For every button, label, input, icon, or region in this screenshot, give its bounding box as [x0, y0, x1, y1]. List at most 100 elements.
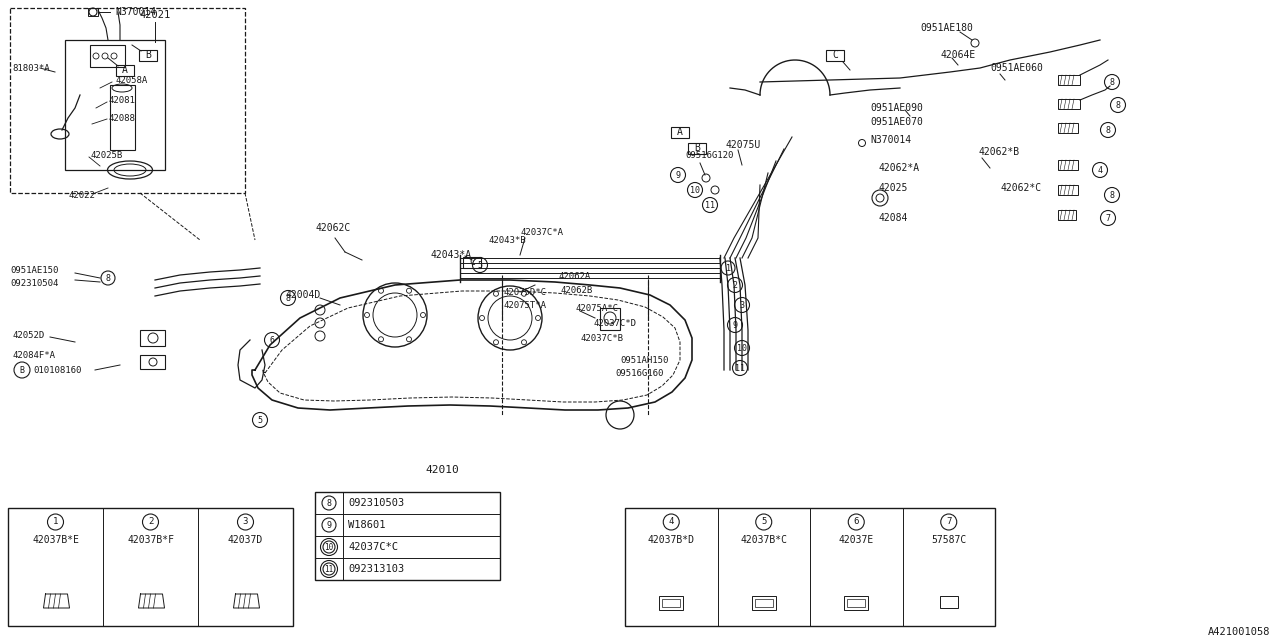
Text: 8: 8 [105, 273, 110, 282]
Text: 42062A: 42062A [558, 271, 590, 280]
Text: B: B [694, 143, 700, 153]
Text: 11: 11 [705, 200, 716, 209]
Text: B: B [19, 365, 24, 374]
Bar [1059, 160, 1078, 170]
Text: 42081: 42081 [108, 95, 134, 104]
Text: 42037C*A: 42037C*A [520, 227, 563, 237]
Text: 2: 2 [732, 280, 737, 289]
Bar [1059, 75, 1080, 85]
Text: 9: 9 [732, 321, 737, 330]
Text: 42022: 42022 [68, 191, 95, 200]
Text: N370014: N370014 [115, 7, 156, 17]
Text: 9: 9 [326, 520, 332, 529]
Text: 42062C: 42062C [315, 223, 351, 233]
Text: C: C [468, 257, 475, 267]
Text: 42075A*C: 42075A*C [575, 303, 618, 312]
Text: 42037B*D: 42037B*D [648, 535, 695, 545]
Bar [110, 85, 134, 150]
Text: 7: 7 [946, 518, 951, 527]
Text: 4: 4 [1097, 166, 1102, 175]
Text: 5: 5 [762, 518, 767, 527]
Bar [10, 8, 244, 193]
Text: 9: 9 [676, 170, 681, 179]
Text: 42084: 42084 [878, 213, 908, 223]
Text: 42037E: 42037E [838, 535, 874, 545]
Text: 3: 3 [740, 301, 745, 310]
Text: C: C [832, 50, 838, 60]
Text: 6: 6 [854, 518, 859, 527]
Text: 092310504: 092310504 [10, 278, 59, 287]
Bar [1059, 210, 1076, 220]
Text: 42037C*D: 42037C*D [593, 319, 636, 328]
Bar [625, 508, 995, 626]
Bar [600, 308, 620, 330]
Bar [847, 599, 865, 607]
Text: 6: 6 [270, 335, 274, 344]
Text: 42025: 42025 [878, 183, 908, 193]
Bar [140, 355, 165, 369]
Text: 42037B*E: 42037B*E [32, 535, 79, 545]
Bar [1059, 123, 1078, 133]
Text: 09516G120: 09516G120 [685, 150, 733, 159]
Bar [88, 8, 99, 16]
Text: 0951AE180: 0951AE180 [920, 23, 973, 33]
Bar [65, 40, 165, 170]
Text: 1: 1 [52, 518, 58, 527]
Text: 0951AE060: 0951AE060 [989, 63, 1043, 73]
Bar [845, 596, 868, 610]
Text: 7: 7 [1106, 214, 1111, 223]
Text: 42075U: 42075U [724, 140, 760, 150]
Text: 4: 4 [668, 518, 675, 527]
Text: 2: 2 [147, 518, 154, 527]
Text: B: B [145, 50, 151, 60]
Text: 092310503: 092310503 [348, 498, 404, 508]
Bar [662, 599, 680, 607]
Text: 5: 5 [477, 260, 483, 269]
Text: A421001058: A421001058 [1207, 627, 1270, 637]
Bar [940, 596, 957, 608]
Bar [751, 596, 776, 610]
Bar [755, 599, 773, 607]
Text: 57587C: 57587C [931, 535, 966, 545]
Text: 8: 8 [1110, 77, 1115, 86]
Text: A: A [122, 65, 128, 75]
Text: 42043*B: 42043*B [488, 236, 526, 244]
Text: 42037D: 42037D [228, 535, 264, 545]
Text: 8: 8 [1106, 125, 1111, 134]
Text: W18601: W18601 [348, 520, 385, 530]
Text: N370014: N370014 [870, 135, 911, 145]
Text: 42075D*C: 42075D*C [503, 287, 547, 296]
Text: 10: 10 [324, 543, 334, 552]
Text: 09516G160: 09516G160 [614, 369, 663, 378]
Text: 42084F*A: 42084F*A [12, 351, 55, 360]
Bar [140, 330, 165, 346]
Text: 3: 3 [243, 518, 248, 527]
Text: 8: 8 [1110, 191, 1115, 200]
Text: 8: 8 [285, 294, 291, 303]
Text: 1: 1 [726, 264, 731, 273]
Text: 0951AH150: 0951AH150 [620, 355, 668, 365]
Text: 42037C*C: 42037C*C [348, 542, 398, 552]
Bar [1059, 185, 1078, 195]
Bar [8, 508, 293, 626]
Text: 10: 10 [690, 186, 700, 195]
Text: 42064E: 42064E [940, 50, 975, 60]
Text: A: A [677, 127, 684, 137]
Text: 42037C*B: 42037C*B [580, 333, 623, 342]
Bar [90, 45, 125, 67]
Bar [659, 596, 684, 610]
Text: 42062*A: 42062*A [878, 163, 919, 173]
Text: 42058A: 42058A [115, 76, 147, 84]
Text: 10: 10 [737, 344, 748, 353]
Text: 42037B*F: 42037B*F [127, 535, 174, 545]
Text: 42037B*C: 42037B*C [740, 535, 787, 545]
Text: 42043*A: 42043*A [430, 250, 471, 260]
Text: 0951AE090: 0951AE090 [870, 103, 923, 113]
Text: 81803*A: 81803*A [12, 63, 50, 72]
Text: 8: 8 [1115, 100, 1120, 109]
Bar [315, 492, 500, 580]
Text: 5: 5 [257, 415, 262, 424]
Text: 42052D: 42052D [12, 330, 45, 339]
Text: 42088: 42088 [108, 113, 134, 122]
Text: 11: 11 [324, 564, 334, 573]
